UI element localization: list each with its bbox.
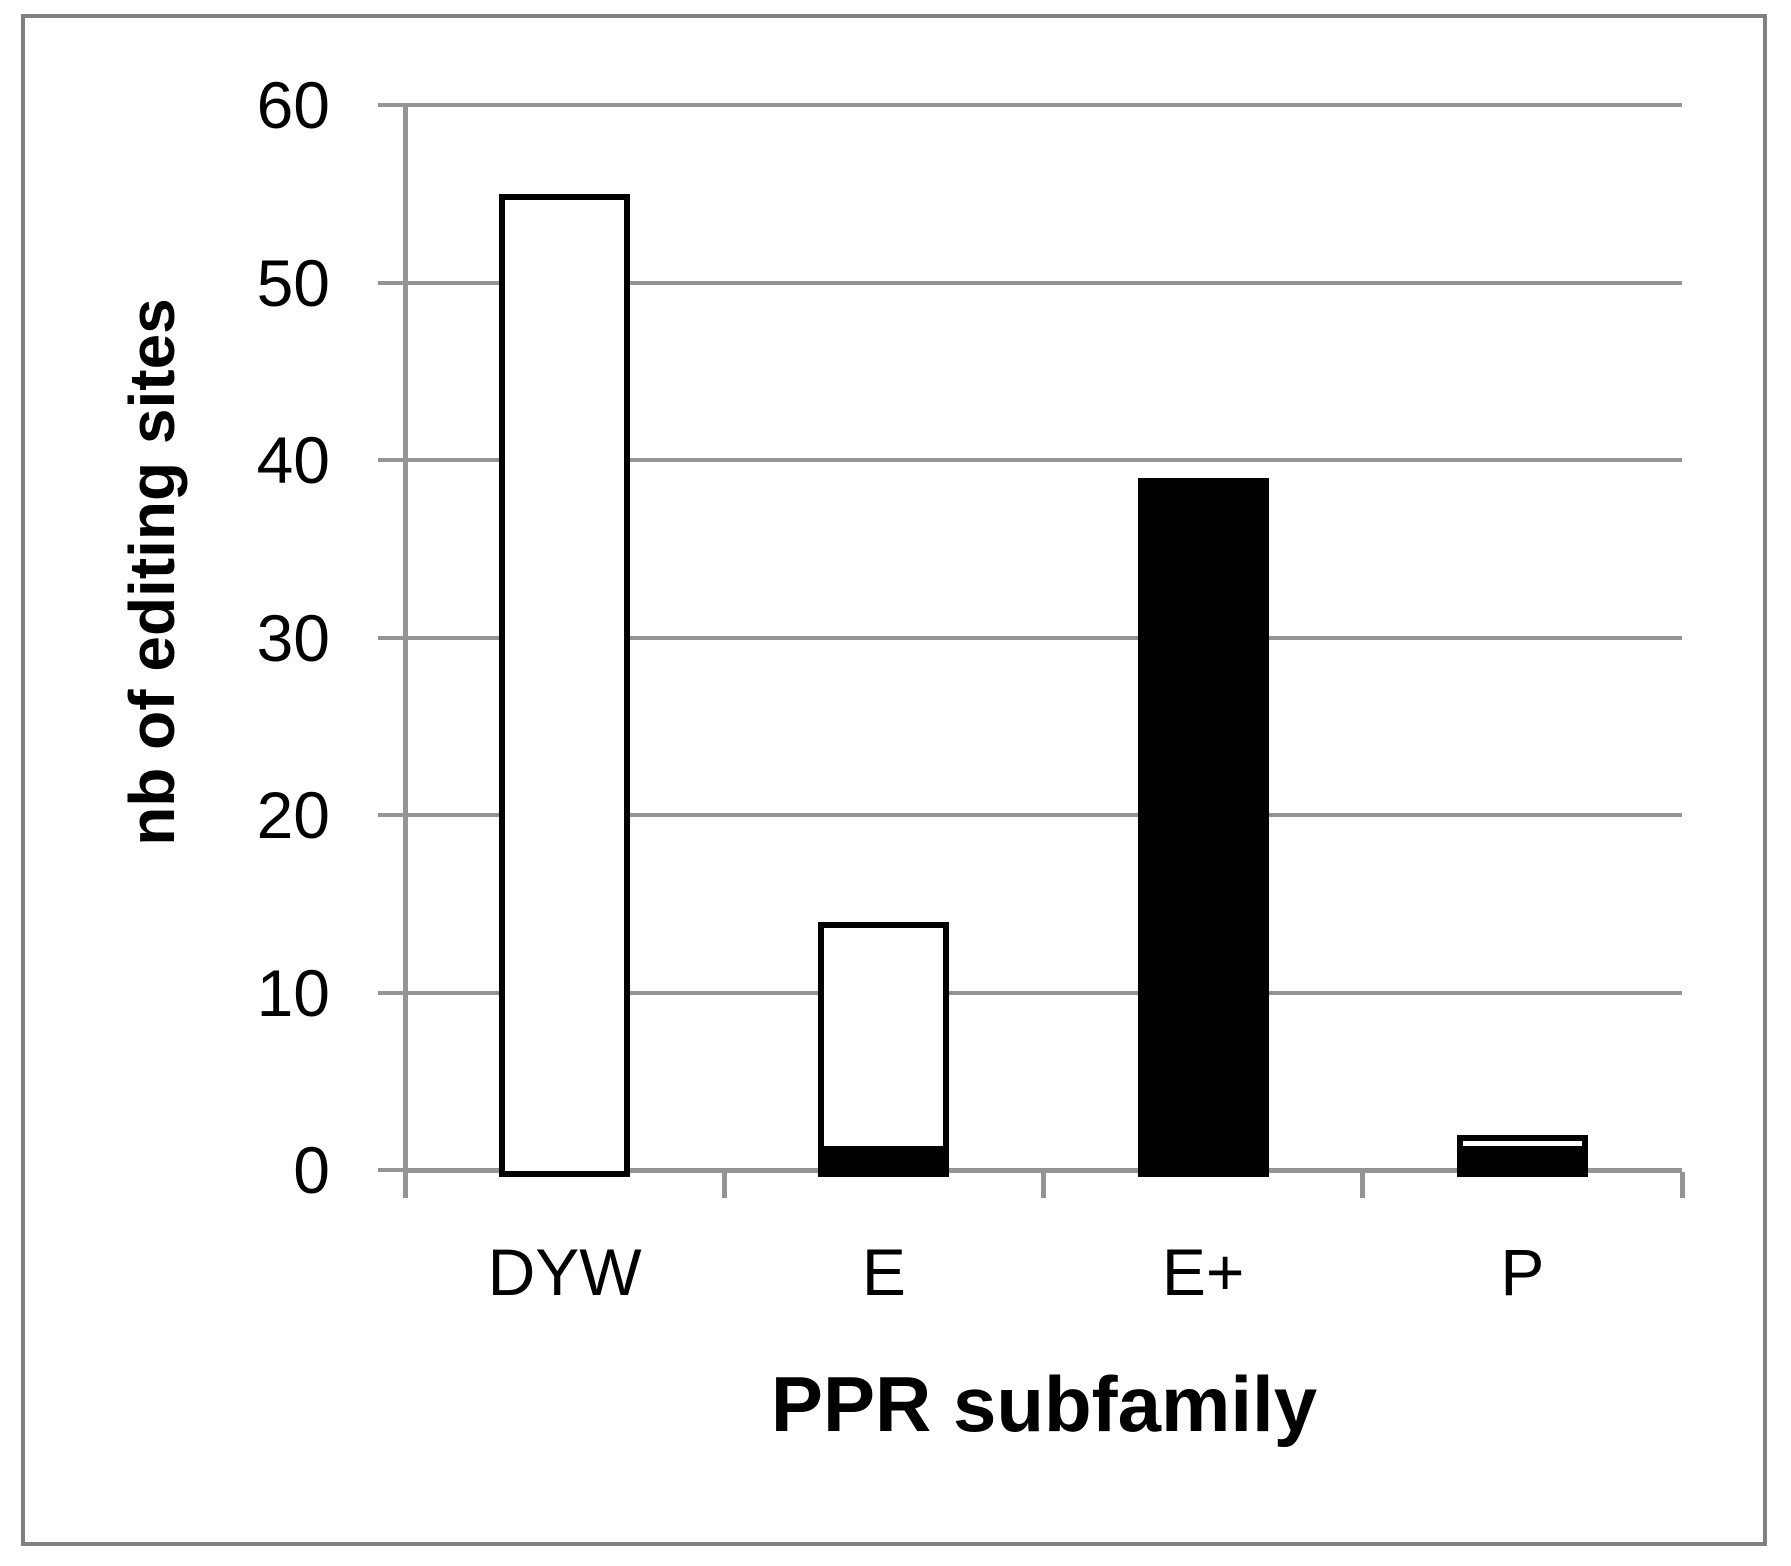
x-category-label-E: E	[861, 1235, 906, 1309]
x-category-label-DYW: DYW	[487, 1235, 642, 1309]
y-axis-tick-50	[378, 280, 405, 285]
gridline-40	[405, 458, 1682, 462]
y-tick-label-20: 20	[256, 778, 330, 852]
x-category-label-E+: E+	[1161, 1235, 1245, 1309]
y-axis-tick-20	[378, 813, 405, 817]
gridline-20	[405, 813, 1682, 817]
bar-P-white-segment	[1456, 1134, 1588, 1153]
x-axis-title: PPR subfamily	[770, 1360, 1318, 1448]
x-category-label-P: P	[1500, 1235, 1545, 1309]
y-axis-title: nb of editing sites	[116, 298, 188, 846]
bar-DYW-white-segment	[499, 193, 631, 1177]
y-axis-tick-40	[378, 458, 405, 462]
gridline-10	[405, 990, 1682, 995]
y-tick-label-10: 10	[256, 955, 330, 1030]
y-axis-tick-30	[378, 635, 405, 640]
bar-E-black-segment	[818, 1152, 950, 1177]
y-axis-tick-0	[378, 1168, 405, 1172]
y-axis-tick-60	[378, 103, 405, 107]
y-axis-line	[403, 105, 408, 1175]
x-axis-tick-2	[1041, 1172, 1046, 1198]
x-axis-tick-4	[1679, 1172, 1685, 1198]
y-tick-label-30: 30	[256, 600, 330, 675]
gridline-50	[405, 280, 1682, 285]
x-axis-tick-3	[1360, 1172, 1366, 1198]
x-axis-tick-0	[402, 1172, 408, 1198]
gridline-0	[405, 1167, 1682, 1173]
gridline-30	[405, 635, 1682, 640]
bar-P-black-segment	[1456, 1152, 1588, 1177]
bar-E+-black-segment	[1137, 477, 1269, 1177]
y-tick-label-60: 60	[256, 68, 330, 142]
y-tick-label-0: 0	[293, 1133, 330, 1207]
gridline-60	[405, 103, 1682, 107]
y-tick-label-50: 50	[256, 245, 330, 320]
figure-border	[21, 14, 1767, 1546]
bar-E-white-segment	[818, 921, 950, 1153]
y-axis-tick-10	[378, 990, 405, 995]
x-axis-tick-1	[721, 1172, 727, 1198]
y-tick-label-40: 40	[256, 423, 330, 497]
